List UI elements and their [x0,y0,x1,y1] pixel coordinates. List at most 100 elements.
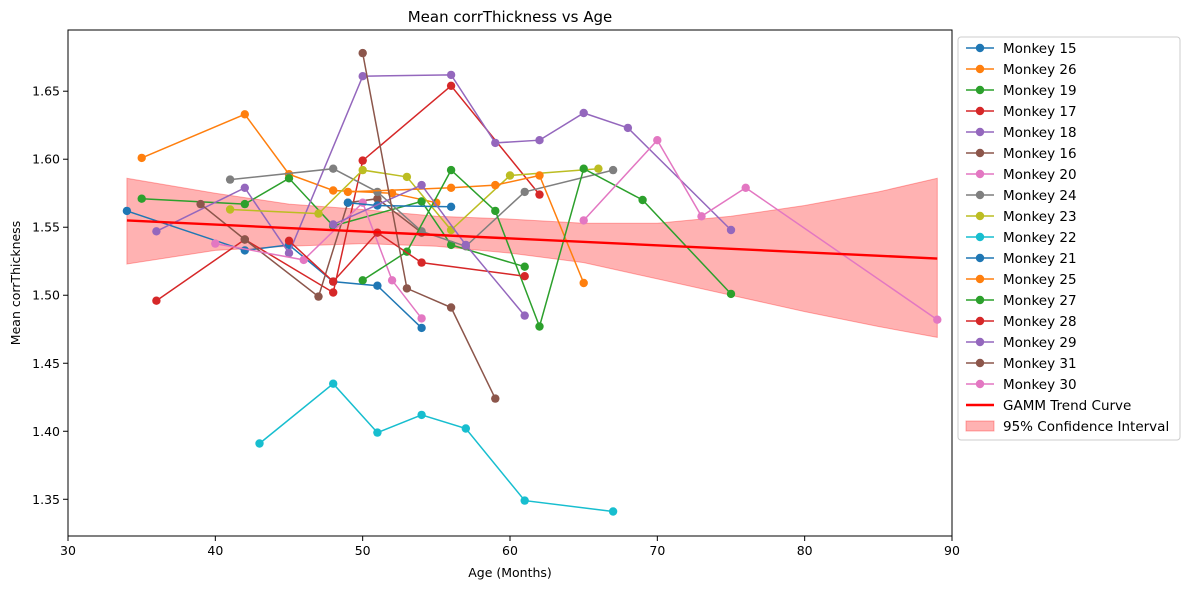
y-axis-label: Mean corrThickness [8,221,23,345]
legend-marker [975,232,985,242]
data-point [491,138,500,148]
data-point [417,314,426,323]
data-point [535,136,544,145]
data-point [417,410,426,420]
y-tick-label: 1.35 [32,492,60,507]
data-point [329,164,338,173]
data-point [343,187,353,197]
data-point [402,172,412,182]
legend-label: Monkey 27 [1003,293,1077,309]
x-tick-label: 60 [502,543,518,558]
legend-label: Monkey 20 [1003,167,1077,183]
legend-marker [975,337,985,347]
legend-patch [965,420,995,432]
data-point [314,209,323,218]
data-point [358,276,367,285]
legend-label: Monkey 30 [1003,377,1077,393]
y-tick-label: 1.65 [32,84,60,99]
legend-item: Monkey 19 [966,83,1077,99]
data-point [491,394,500,403]
data-point [211,239,220,248]
series-10 [255,379,618,516]
data-point [653,136,662,145]
legend-item: Monkey 16 [966,146,1077,162]
legend-label: Monkey 21 [1003,251,1077,267]
legend-item: Monkey 31 [966,356,1077,372]
x-tick-label: 90 [944,543,960,558]
legend-frame [957,36,1181,441]
confidence-band-layer [126,177,938,339]
legend-marker [975,190,985,200]
series-16 [358,48,500,403]
data-point [284,236,294,245]
x-axis-label: Age (Months) [468,565,552,580]
data-point [461,240,470,250]
data-point [240,235,249,244]
data-point [741,183,750,192]
x-tick-label: 30 [60,543,76,558]
data-point [446,165,456,175]
data-point [152,227,161,236]
data-point [697,212,706,221]
legend-marker [975,43,985,53]
legend-item: Monkey 22 [966,230,1077,246]
data-point [255,439,264,448]
legend-item: Monkey 26 [966,62,1077,78]
legend-marker [975,211,985,221]
data-point [137,194,146,203]
legend-label: Monkey 26 [1003,62,1077,78]
legend-item: Monkey 30 [966,377,1077,393]
series-line [259,382,614,513]
data-point [358,48,367,58]
data-point [240,183,249,192]
legend-item: Monkey 28 [966,314,1077,330]
legend-marker [975,316,985,326]
data-point [535,171,544,180]
data-point [505,171,515,180]
data-point [417,323,426,333]
legend-label: Monkey 29 [1003,335,1077,351]
legend-label: Monkey 25 [1003,272,1077,288]
data-point [240,110,249,119]
data-point [623,123,633,133]
data-point [358,72,367,81]
plot-area [67,29,953,537]
trend-line [126,219,938,260]
legend-marker [975,106,985,116]
data-point [608,165,618,175]
legend-label: Monkey 19 [1003,83,1077,99]
legend-item: Monkey 29 [966,335,1077,351]
legend-marker [975,127,985,137]
series-17 [579,136,942,324]
data-point [594,164,603,173]
legend-items: Monkey 15 Monkey 26 Monkey 19 Monkey 17 Monk… [965,41,1169,435]
legend-item: Monkey 21 [966,251,1077,267]
data-point [417,180,426,190]
chart-title: Mean corrThickness vs Age [408,8,613,26]
data-point [137,153,146,163]
x-tick-label: 40 [207,543,223,558]
data-point [358,165,367,175]
y-axis: 1.35 1.40 1.45 1.50 1.55 1.60 1.65 [32,84,68,507]
legend-marker [975,295,985,305]
series-4 [152,81,544,305]
series-line [156,74,732,255]
series-line [361,52,496,399]
data-point [608,507,618,516]
data-point [373,281,382,290]
data-point [726,289,736,299]
legend-marker [975,274,985,284]
x-tick-label: 80 [797,543,813,558]
data-point [329,288,338,297]
data-point [284,174,294,183]
data-point [314,292,323,301]
legend-item: Monkey 24 [966,188,1077,204]
legend-item: Monkey 27 [966,293,1077,309]
data-point [284,248,294,258]
series-line [155,84,541,302]
data-point [535,190,544,199]
series-13 [358,164,736,331]
legend-label: Monkey 24 [1003,188,1077,204]
data-point [373,194,382,203]
